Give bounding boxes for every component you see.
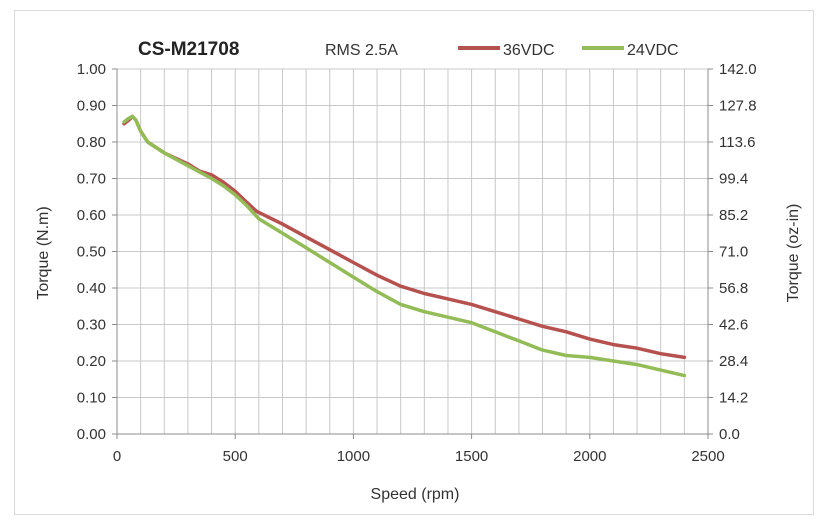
y2-tick-label: 127.8 — [719, 98, 757, 115]
series-lines — [122, 114, 687, 378]
x-axis-title: Speed (rpm) — [371, 486, 460, 503]
chart-subtitle: RMS 2.5A — [325, 42, 398, 59]
y2-tick-label: 28.4 — [719, 353, 748, 370]
legend-label-36vdc: 36VDC — [503, 42, 555, 59]
x-tick-label: 500 — [223, 448, 248, 465]
y-tick-labels: 0.00 0.10 0.20 0.30 0.40 0.50 0.60 0.70 0.80 0.90… — [77, 61, 106, 443]
y2-tick-label: 85.2 — [719, 207, 748, 224]
axes — [112, 68, 713, 439]
chart-title: CS-M21708 — [138, 39, 239, 60]
y2-tick-label: 56.8 — [719, 280, 748, 297]
y-tick-label: 0.30 — [77, 317, 106, 334]
x-tick-labels: 0 500 1000 1500 2000 2500 — [113, 448, 725, 465]
y2-tick-label: 113.6 — [719, 134, 755, 151]
y-tick-label: 0.70 — [77, 171, 106, 188]
chart-frame — [14, 10, 814, 515]
x-tick-label: 1500 — [455, 448, 488, 465]
legend-label-24vdc: 24VDC — [627, 42, 679, 59]
series-line-36vdc — [122, 114, 687, 360]
y-tick-label: 0.80 — [77, 134, 106, 151]
y2-tick-labels: 0.0 14.2 28.4 42.6 56.8 71.0 85.2 99.4 113.6 127.… — [719, 61, 757, 443]
y2-tick-label: 42.6 — [719, 317, 748, 334]
y2-tick-label: 71.0 — [719, 244, 748, 261]
y-tick-label: 0.00 — [77, 426, 106, 443]
series-line-24vdc — [122, 114, 687, 378]
y-tick-label: 0.40 — [77, 280, 106, 297]
y2-axis-title: Torque (oz-in) — [785, 204, 802, 303]
y2-tick-label: 99.4 — [719, 171, 748, 188]
y2-tick-label: 0.0 — [719, 426, 740, 443]
x-tick-label: 0 — [113, 448, 121, 465]
y-tick-label: 0.50 — [77, 244, 106, 261]
y2-tick-label: 14.2 — [719, 390, 748, 407]
x-tick-label: 2000 — [573, 448, 606, 465]
legend: 36VDC 24VDC — [458, 42, 679, 59]
y-tick-label: 0.10 — [77, 390, 106, 407]
y-tick-label: 1.00 — [77, 61, 106, 78]
y-axis-title: Torque (N.m) — [35, 206, 52, 299]
x-tick-label: 1000 — [337, 448, 370, 465]
x-tick-label: 2500 — [691, 448, 724, 465]
y-tick-label: 0.20 — [77, 353, 106, 370]
grid — [117, 68, 708, 434]
y2-tick-label: 142.0 — [719, 61, 757, 78]
y-tick-label: 0.60 — [77, 207, 106, 224]
y-tick-label: 0.90 — [77, 98, 106, 115]
